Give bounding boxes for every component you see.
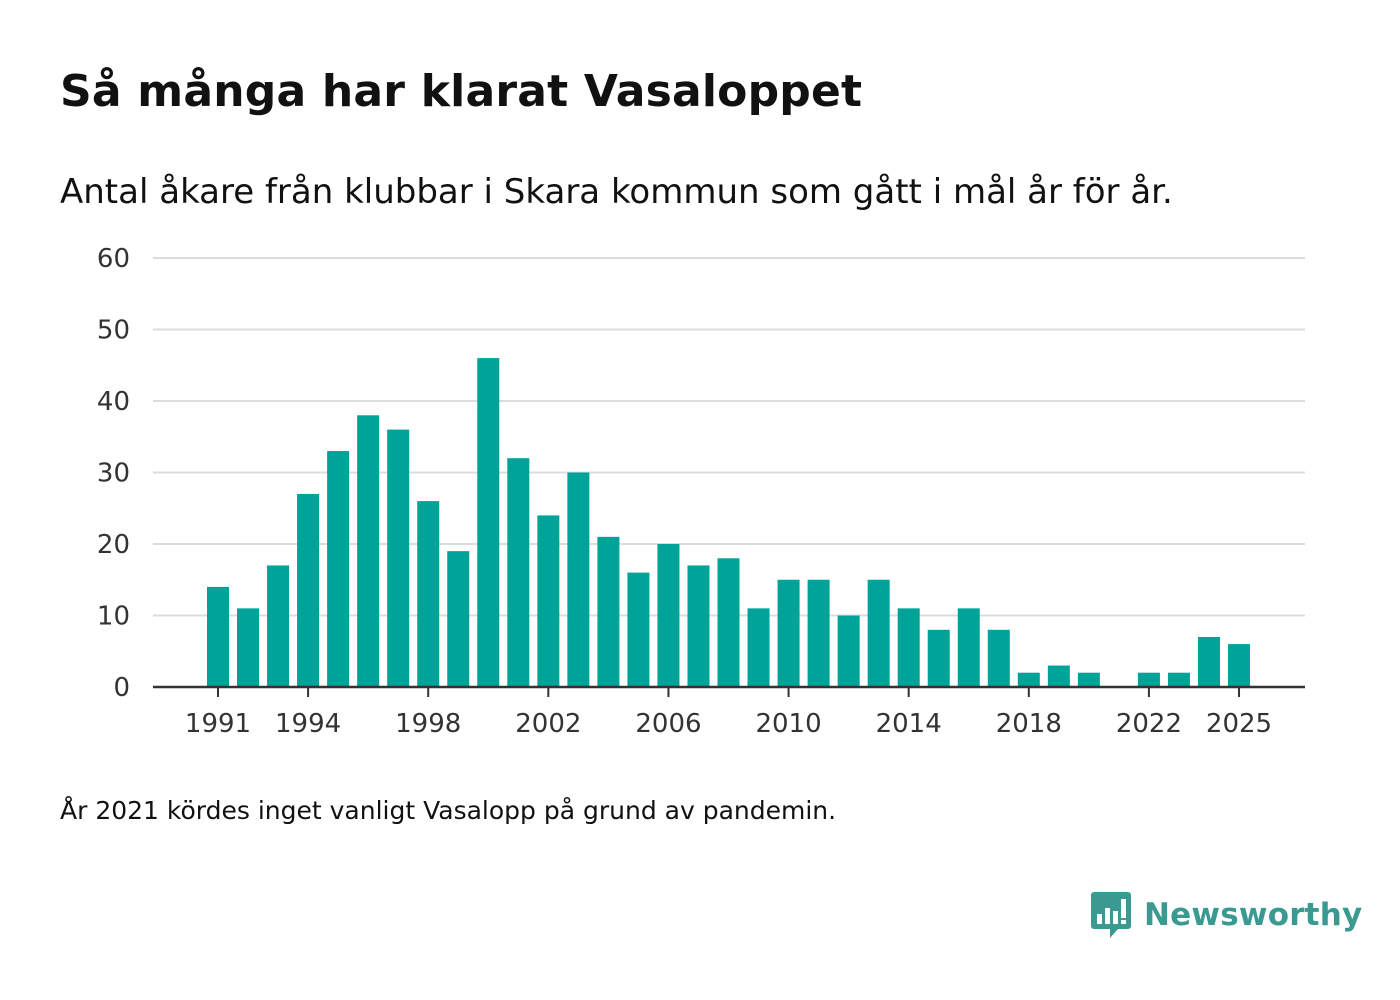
footnote: År 2021 kördes inget vanligt Vasalopp på… <box>60 796 837 825</box>
bar-2003 <box>567 472 590 687</box>
x-tick-label: 2022 <box>1116 709 1182 739</box>
bars <box>207 358 1251 687</box>
bar-2014 <box>897 608 920 687</box>
y-tick-label: 0 <box>113 673 130 703</box>
x-tick-label: 2025 <box>1206 709 1272 739</box>
newsworthy-logo-icon <box>1091 892 1131 938</box>
bar-2007 <box>687 565 710 687</box>
y-tick-label: 30 <box>97 459 130 489</box>
bar-1999 <box>447 551 470 687</box>
bar-2005 <box>627 572 650 687</box>
bar-1993 <box>267 565 290 687</box>
bar-2002 <box>537 515 560 687</box>
bar-1991 <box>207 586 229 687</box>
bar-2009 <box>747 608 770 687</box>
x-tick-label: 2014 <box>876 709 942 739</box>
bar-1994 <box>297 493 320 687</box>
newsworthy-logo[interactable]: Newsworthy <box>1090 890 1362 940</box>
bar-1997 <box>387 429 410 687</box>
chart-subtitle: Antal åkare från klubbar i Skara kommun … <box>60 172 1173 212</box>
bar-2015 <box>927 629 950 687</box>
y-tick-label: 60 <box>97 244 130 274</box>
chart-title: Så många har klarat Vasaloppet <box>60 66 863 117</box>
axes: 0 10 20 30 40 50 60 1991 1994 1998 2002 2006 2010 201… <box>97 244 1305 739</box>
y-tick-label: 50 <box>97 316 130 346</box>
bar-1992 <box>237 608 260 687</box>
bar-1996 <box>357 415 380 687</box>
bar-2013 <box>867 579 890 687</box>
x-tick-label: 2010 <box>755 709 821 739</box>
bar-2023 <box>1167 672 1190 687</box>
bar-chart: 0 10 20 30 40 50 60 1991 1994 1998 2002 2006 2010 201… <box>97 244 1305 739</box>
y-tick-label: 20 <box>97 530 130 560</box>
bar-2010 <box>777 579 800 687</box>
x-tick-label: 2002 <box>515 709 581 739</box>
bar-2012 <box>837 615 860 687</box>
x-tick-label: 2018 <box>996 709 1062 739</box>
y-tick-label: 40 <box>97 387 130 417</box>
x-tick-label: 1998 <box>395 709 461 739</box>
bar-2006 <box>657 544 680 687</box>
bar-2001 <box>507 458 530 687</box>
x-tick-label: 2006 <box>635 709 701 739</box>
bar-1995 <box>327 451 350 687</box>
bar-2000 <box>477 358 500 687</box>
bar-2020 <box>1077 672 1100 687</box>
bar-2016 <box>957 608 980 687</box>
y-tick-label: 10 <box>97 602 130 632</box>
bar-2018 <box>1017 672 1040 687</box>
bar-2024 <box>1197 636 1220 687</box>
logo-text: Newsworthy <box>1144 897 1363 933</box>
x-tick-label: 1994 <box>275 709 341 739</box>
bar-2025 <box>1228 644 1251 687</box>
bar-2004 <box>597 536 620 687</box>
bar-2011 <box>807 579 830 687</box>
bar-1998 <box>417 501 440 687</box>
bar-2019 <box>1047 665 1070 687</box>
x-tick-label: 1991 <box>185 709 251 739</box>
bar-2008 <box>717 558 740 687</box>
bar-2017 <box>987 629 1010 687</box>
bar-2022 <box>1137 672 1160 687</box>
